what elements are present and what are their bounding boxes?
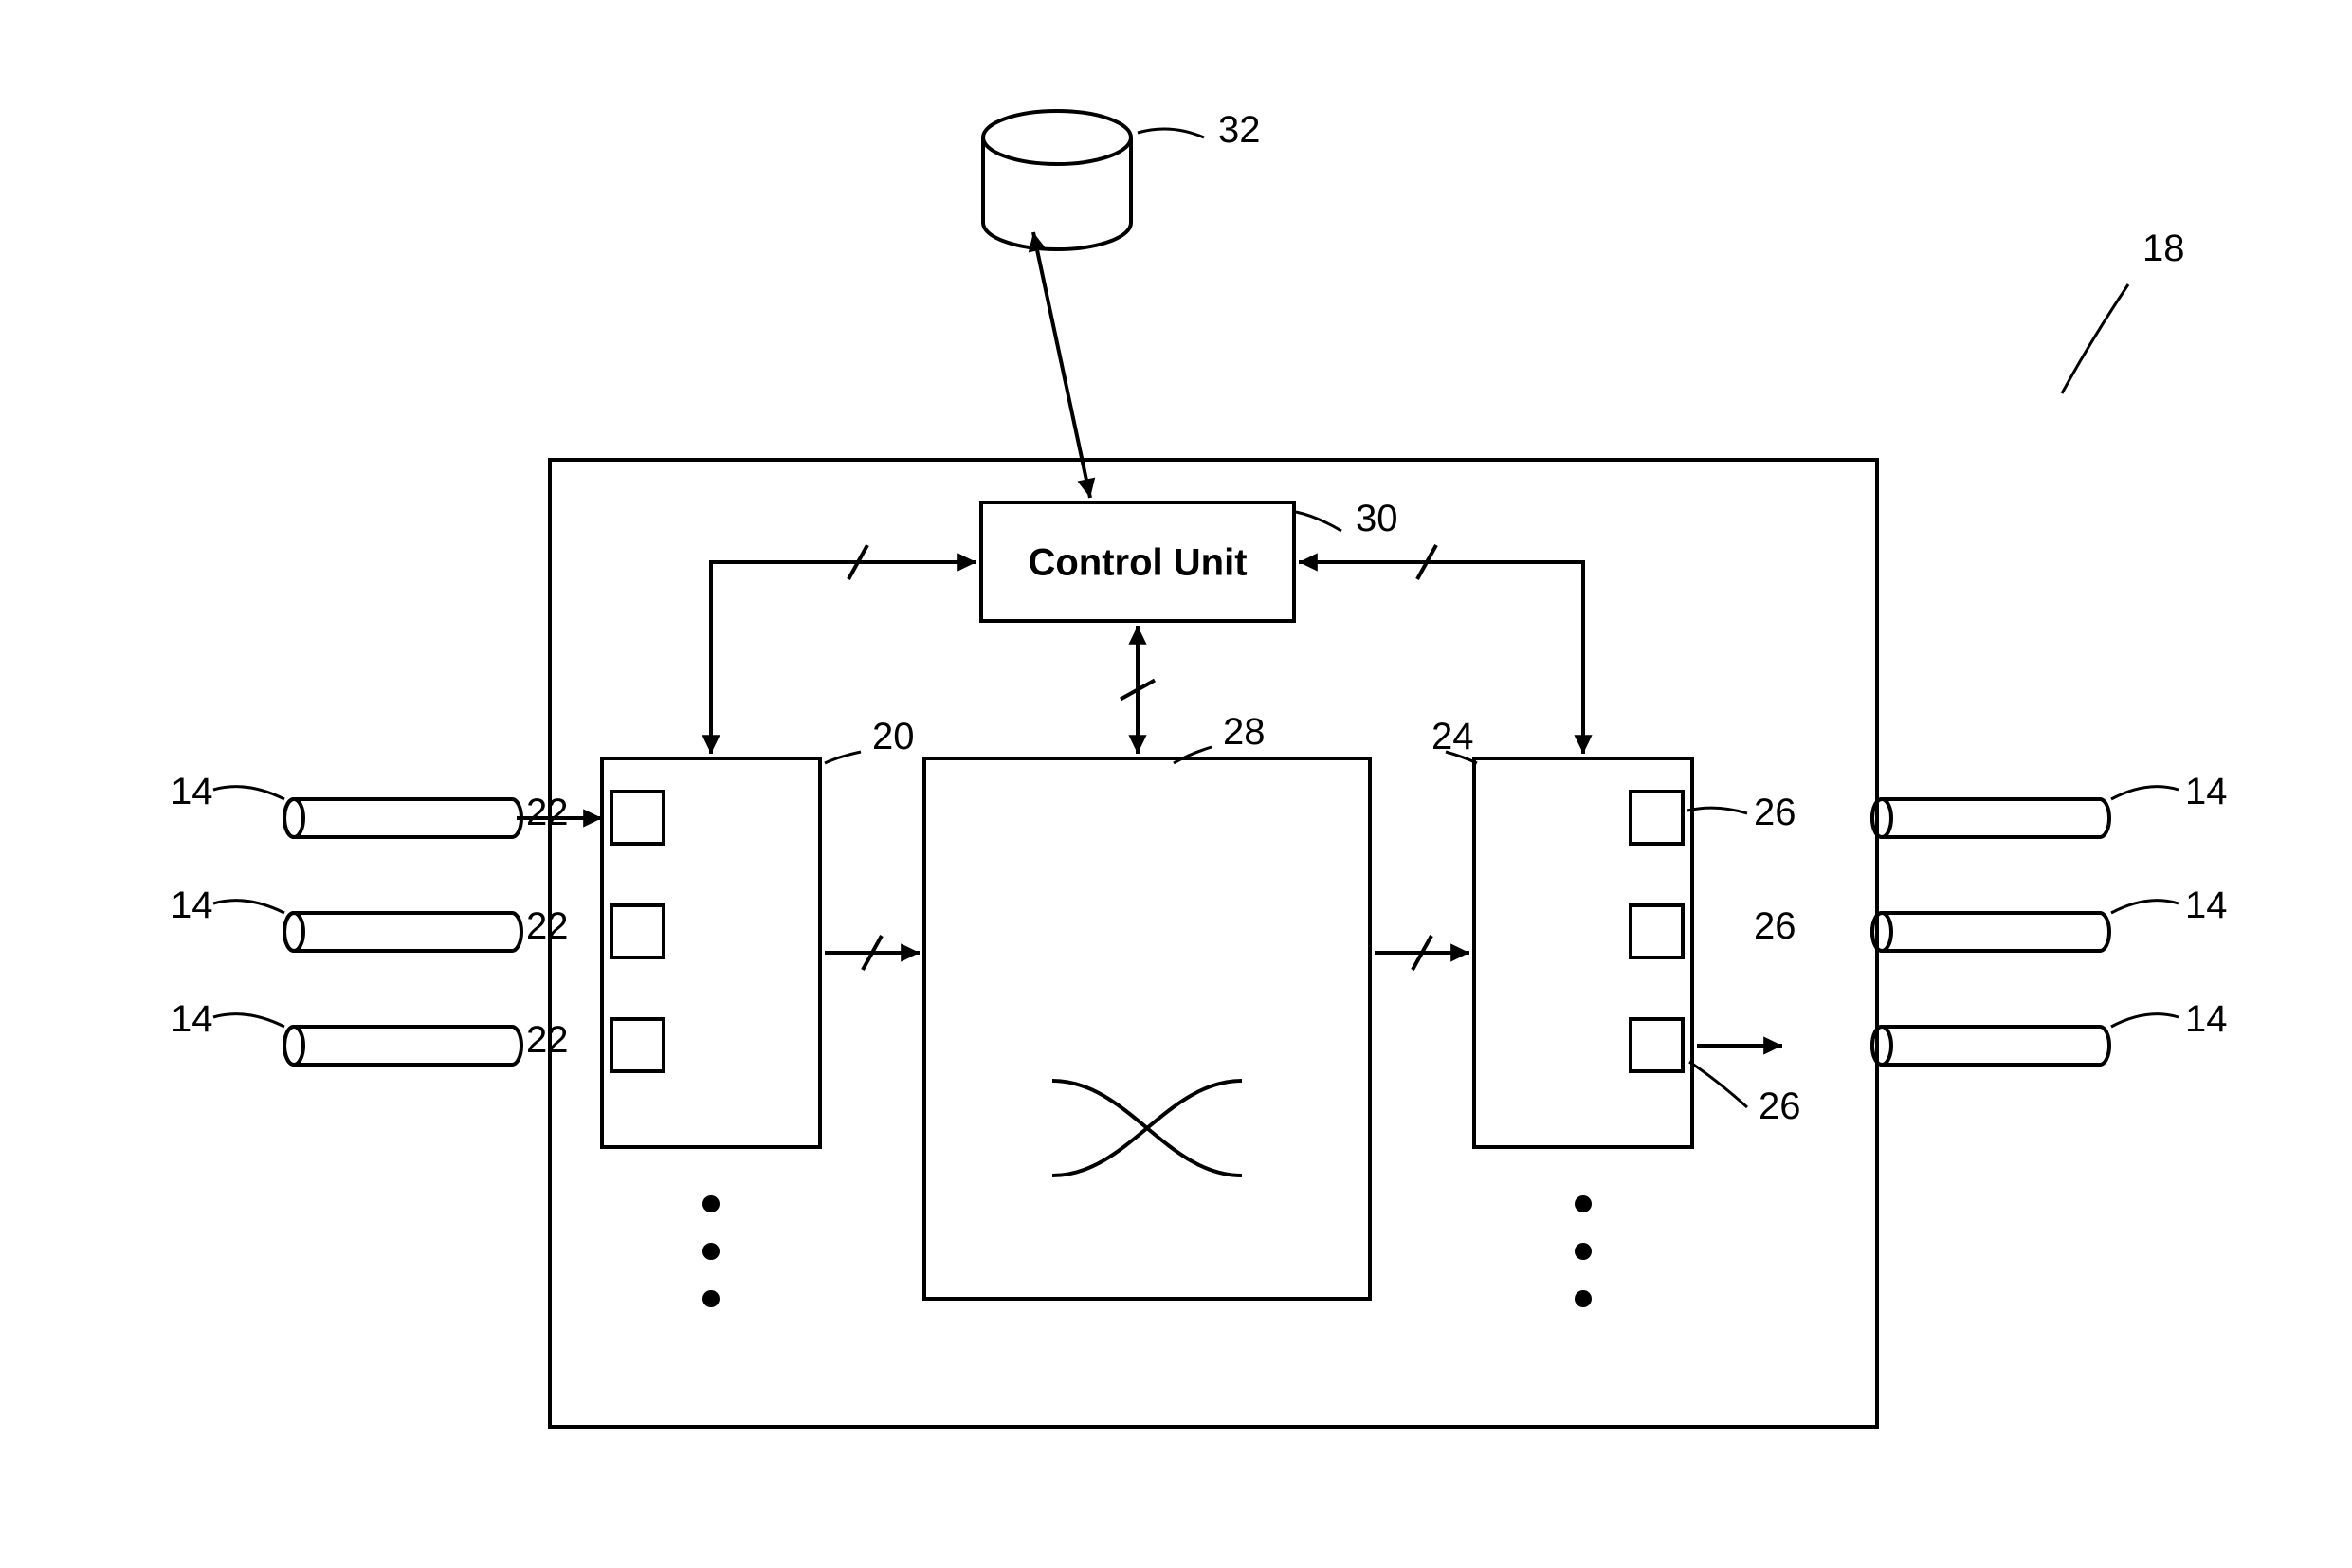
svg-text:26: 26: [1754, 905, 1796, 947]
svg-text:14: 14: [2185, 884, 2228, 926]
svg-text:14: 14: [171, 998, 213, 1040]
svg-text:22: 22: [526, 1019, 569, 1061]
svg-text:26: 26: [1759, 1085, 1801, 1127]
svg-text:20: 20: [872, 716, 915, 757]
svg-text:14: 14: [2185, 771, 2228, 812]
svg-text:Control Unit: Control Unit: [1028, 542, 1247, 584]
svg-text:32: 32: [1218, 109, 1261, 151]
svg-text:24: 24: [1431, 716, 1474, 757]
svg-text:26: 26: [1754, 792, 1796, 833]
svg-text:14: 14: [2185, 998, 2228, 1040]
svg-text:14: 14: [171, 771, 213, 812]
svg-text:18: 18: [2142, 228, 2185, 269]
svg-text:14: 14: [171, 884, 213, 926]
svg-text:30: 30: [1356, 498, 1398, 539]
svg-text:28: 28: [1223, 711, 1266, 753]
switch-architecture-diagram: Control Unit 18 32 30 28 20 24 22 22 22 26 26 26 14 14…: [0, 0, 2352, 1568]
svg-text:22: 22: [526, 792, 569, 833]
svg-text:22: 22: [526, 905, 569, 947]
